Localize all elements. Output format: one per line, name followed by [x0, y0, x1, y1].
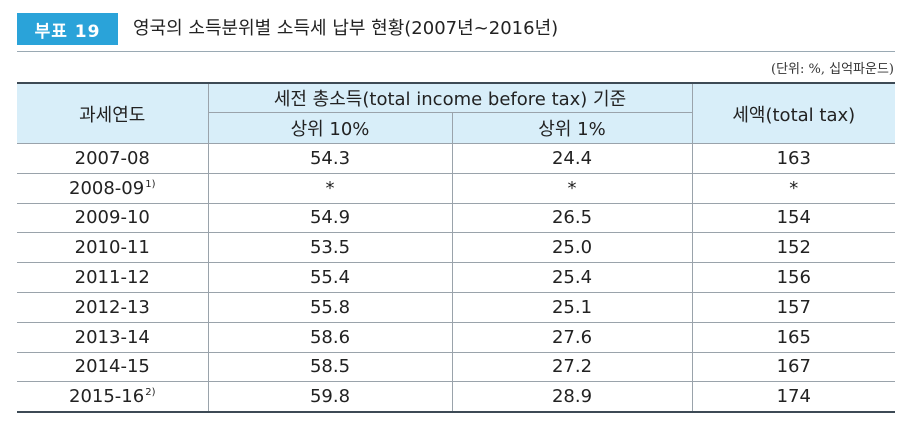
cell-tax: 167	[691, 351, 896, 383]
cell-top10: 59.8	[207, 381, 453, 414]
header-total-tax: 세액(total tax)	[691, 82, 896, 144]
cell-year: 2015-162)	[17, 381, 209, 414]
table-row: 2014-15 58.5 27.2 167	[17, 351, 896, 383]
cell-tax: 165	[691, 321, 896, 353]
cell-top10: *	[207, 172, 453, 204]
cell-top1: 25.0	[451, 232, 693, 264]
cell-top1: 25.1	[451, 291, 693, 323]
table-row: 2012-13 55.8 25.1 157	[17, 291, 896, 323]
cell-top10: 53.5	[207, 232, 453, 264]
cell-top10: 58.5	[207, 351, 453, 383]
table-row: 2007-08 54.3 24.4 163	[17, 143, 896, 174]
title-divider	[17, 51, 895, 52]
table-row: 2015-162) 59.8 28.9 174	[17, 381, 896, 414]
income-tax-table: 과세연도 세전 총소득(total income before tax) 기준 …	[17, 82, 896, 414]
cell-top1: 27.2	[451, 351, 693, 383]
cell-year: 2008-091)	[17, 172, 209, 204]
cell-top1: 25.4	[451, 262, 693, 293]
table-number-badge: 부표 19	[17, 13, 118, 45]
cell-top10: 55.8	[207, 291, 453, 323]
header-top1: 상위 1%	[451, 112, 693, 144]
cell-top1: 26.5	[451, 202, 693, 234]
cell-tax: 154	[691, 202, 896, 234]
table-row: 2011-12 55.4 25.4 156	[17, 262, 896, 293]
cell-tax: 174	[691, 381, 896, 414]
cell-tax: 156	[691, 262, 896, 293]
unit-note: (단위: %, 십억파운드)	[771, 62, 894, 77]
header-income-group: 세전 총소득(total income before tax) 기준	[207, 82, 693, 113]
header-year: 과세연도	[17, 82, 209, 144]
cell-year: 2013-14	[17, 321, 209, 353]
page-title: 영국의 소득분위별 소득세 납부 현황(2007년~2016년)	[133, 18, 559, 39]
cell-year: 2012-13	[17, 291, 209, 323]
header-top10: 상위 10%	[208, 112, 453, 144]
cell-top10: 54.9	[207, 202, 453, 234]
footnote-marker: 1)	[145, 178, 156, 190]
cell-top10: 54.3	[207, 143, 453, 174]
cell-top1: *	[451, 172, 693, 204]
cell-tax: 152	[691, 232, 896, 264]
cell-tax: 157	[691, 291, 896, 323]
footnote-marker: 2)	[145, 387, 156, 399]
table-row: 2008-091) * * *	[17, 172, 896, 204]
table-row: 2009-10 54.9 26.5 154	[17, 202, 896, 234]
cell-top1: 24.4	[451, 143, 693, 174]
cell-year: 2010-11	[17, 232, 209, 264]
cell-year: 2007-08	[17, 143, 209, 174]
table-row: 2013-14 58.6 27.6 165	[17, 321, 896, 353]
cell-top10: 58.6	[207, 321, 453, 353]
table-row: 2010-11 53.5 25.0 152	[17, 232, 896, 264]
cell-tax: 163	[691, 143, 896, 174]
cell-tax: *	[691, 172, 896, 204]
cell-top1: 27.6	[451, 321, 693, 353]
cell-top10: 55.4	[207, 262, 453, 293]
cell-top1: 28.9	[451, 381, 693, 414]
cell-year: 2009-10	[17, 202, 209, 234]
cell-year: 2011-12	[17, 262, 209, 293]
cell-year: 2014-15	[17, 351, 209, 383]
